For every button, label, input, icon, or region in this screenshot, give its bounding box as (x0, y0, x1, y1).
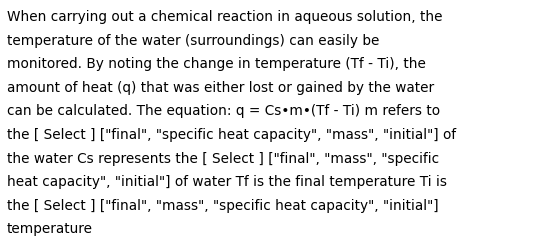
Text: temperature: temperature (7, 222, 93, 235)
Text: the [ Select ] ["final", "mass", "specific heat capacity", "initial"]: the [ Select ] ["final", "mass", "specif… (7, 198, 439, 212)
Text: monitored. By noting the change in temperature (Tf - Ti), the: monitored. By noting the change in tempe… (7, 57, 426, 71)
Text: temperature of the water (surroundings) can easily be: temperature of the water (surroundings) … (7, 34, 379, 48)
Text: amount of heat (q) that was either lost or gained by the water: amount of heat (q) that was either lost … (7, 80, 434, 94)
Text: can be calculated. The equation: q = Cs•m•(Tf - Ti) m refers to: can be calculated. The equation: q = Cs•… (7, 104, 440, 118)
Text: When carrying out a chemical reaction in aqueous solution, the: When carrying out a chemical reaction in… (7, 10, 442, 24)
Text: the water Cs represents the [ Select ] ["final", "mass", "specific: the water Cs represents the [ Select ] [… (7, 151, 439, 165)
Text: heat capacity", "initial"] of water Tf is the final temperature Ti is: heat capacity", "initial"] of water Tf i… (7, 174, 447, 188)
Text: the [ Select ] ["final", "specific heat capacity", "mass", "initial"] of: the [ Select ] ["final", "specific heat … (7, 128, 456, 141)
